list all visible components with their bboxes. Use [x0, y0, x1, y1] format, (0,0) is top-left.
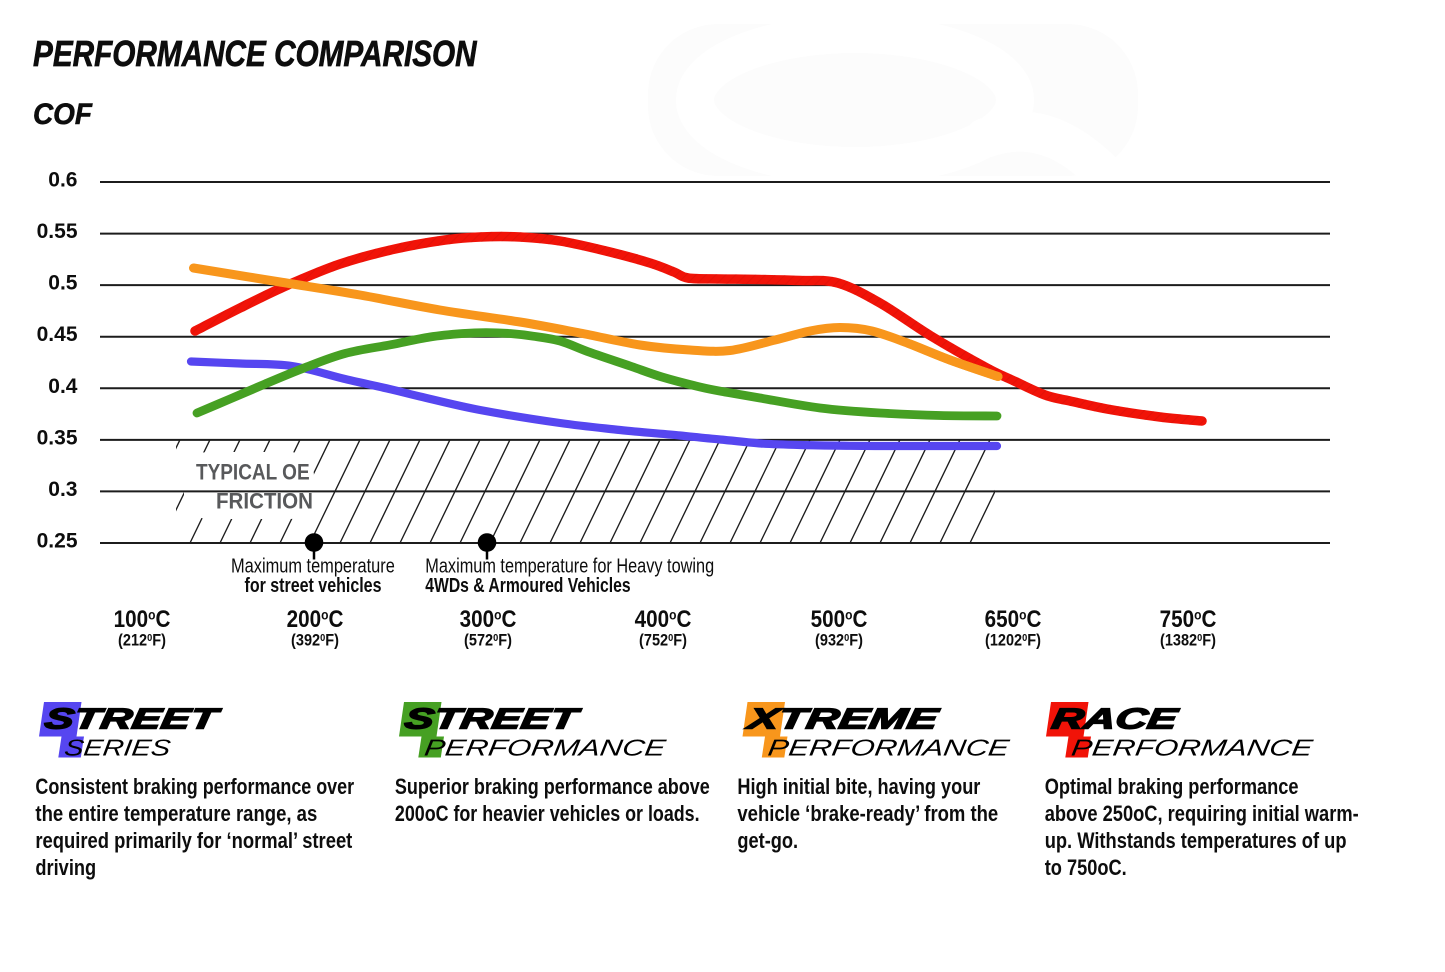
svg-text:0.5: 0.5: [48, 272, 78, 295]
svg-text:driving: driving: [35, 855, 96, 880]
svg-text:(5720F): (5720F): [464, 632, 512, 650]
svg-text:the entire temperature range,: the entire temperature range, as: [35, 801, 317, 826]
svg-text:(12020F): (12020F): [985, 632, 1041, 650]
svg-text:200oC for heavier vehicles or: 200oC for heavier vehicles or loads.: [395, 802, 700, 826]
svg-text:(7520F): (7520F): [639, 632, 687, 650]
svg-text:for street vehicles: for street vehicles: [245, 574, 382, 596]
svg-text:300oC: 300oC: [460, 606, 517, 633]
svg-text:Maximum temperature: Maximum temperature: [231, 554, 395, 577]
svg-text:STREET: STREET: [403, 702, 584, 735]
svg-text:650oC: 650oC: [985, 606, 1042, 633]
svg-text:(2120F): (2120F): [118, 632, 166, 650]
svg-text:0.6: 0.6: [48, 169, 77, 192]
svg-text:TYPICAL OE: TYPICAL OE: [196, 460, 310, 485]
svg-text:vehicle ‘brake-ready’ from the: vehicle ‘brake-ready’ from the: [737, 801, 998, 826]
svg-text:Maximum temperature for Heavy: Maximum temperature for Heavy towing: [425, 554, 714, 577]
svg-text:STREET: STREET: [43, 702, 224, 735]
svg-text:0.35: 0.35: [37, 426, 78, 449]
svg-text:Superior braking performance a: Superior braking performance above: [395, 775, 710, 799]
svg-text:200oC: 200oC: [287, 606, 344, 633]
svg-text:(9320F): (9320F): [815, 632, 863, 650]
svg-text:above 250oC, requiring initial: above 250oC, requiring initial warm-: [1045, 801, 1359, 826]
svg-text:required primarily for ‘normal: required primarily for ‘normal’ street: [35, 828, 352, 853]
svg-text:PERFORMANCE: PERFORMANCE: [423, 735, 668, 761]
svg-text:PERFORMANCE: PERFORMANCE: [766, 735, 1011, 761]
svg-text:0.55: 0.55: [37, 220, 78, 243]
svg-text:750oC: 750oC: [1160, 606, 1217, 633]
svg-text:up. Withstands temperatures of: up. Withstands temperatures of up: [1045, 828, 1347, 853]
svg-text:High initial bite, having your: High initial bite, having your: [737, 774, 980, 799]
svg-text:(3920F): (3920F): [291, 632, 339, 650]
svg-text:Optimal braking performance: Optimal braking performance: [1045, 774, 1299, 799]
svg-text:Consistent braking performance: Consistent braking performance over: [35, 775, 354, 799]
svg-text:500oC: 500oC: [811, 606, 868, 633]
svg-text:PERFORMANCE: PERFORMANCE: [1070, 735, 1315, 761]
svg-text:to 750oC.: to 750oC.: [1045, 855, 1127, 880]
svg-text:(13820F): (13820F): [1160, 632, 1216, 650]
svg-text:100oC: 100oC: [114, 606, 171, 633]
svg-text:0.4: 0.4: [48, 375, 78, 398]
svg-text:FRICTION: FRICTION: [216, 489, 313, 514]
svg-text:PERFORMANCE COMPARISON: PERFORMANCE COMPARISON: [33, 33, 478, 73]
svg-text:0.25: 0.25: [37, 530, 78, 553]
svg-text:0.45: 0.45: [37, 323, 78, 346]
svg-text:COF: COF: [33, 98, 93, 131]
svg-text:0.3: 0.3: [48, 478, 77, 501]
svg-text:4WDs & Armoured Vehicles: 4WDs & Armoured Vehicles: [425, 574, 630, 596]
svg-text:400oC: 400oC: [635, 606, 692, 633]
svg-text:XTREME: XTREME: [744, 703, 942, 736]
svg-text:SERIES: SERIES: [63, 734, 173, 760]
svg-text:RACE: RACE: [1050, 702, 1181, 735]
svg-text:get-go.: get-go.: [737, 828, 798, 853]
